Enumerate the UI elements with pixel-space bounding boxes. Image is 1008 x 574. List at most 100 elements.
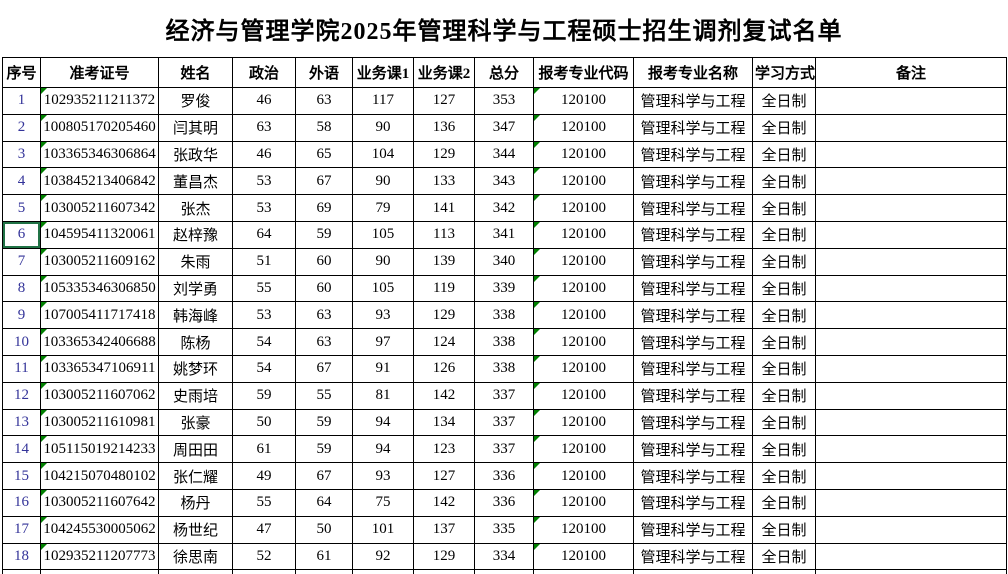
cell-politics[interactable]: 52 — [232, 542, 296, 571]
cell-politics[interactable]: 47 — [232, 515, 296, 544]
cell-study-mode[interactable]: 全日制 — [752, 328, 816, 356]
cell-major-name[interactable]: 管理科学与工程 — [633, 220, 753, 249]
cell-seq[interactable]: 11 — [2, 354, 41, 383]
cell-name[interactable]: 刘学勇 — [158, 274, 233, 303]
cell-total[interactable]: 336 — [474, 488, 534, 517]
cell-study-mode[interactable]: 全日制 — [752, 515, 816, 544]
cell-course2[interactable]: 142 — [413, 488, 475, 517]
cell-major-code[interactable]: 120100 — [533, 542, 634, 571]
cell-total[interactable]: 341 — [474, 220, 534, 249]
cell-course2[interactable]: 129 — [413, 301, 475, 330]
cell-ticket[interactable]: 105335346306850 — [40, 274, 159, 303]
cell-remark[interactable] — [815, 194, 1007, 222]
cell-course1[interactable]: 93 — [352, 301, 414, 330]
cell-seq[interactable]: 6 — [2, 220, 41, 249]
cell-remark[interactable] — [815, 167, 1007, 196]
cell-course1[interactable]: 90 — [352, 113, 414, 142]
cell-course2[interactable]: 134 — [413, 408, 475, 437]
cell-course2[interactable]: 129 — [413, 140, 475, 169]
cell-major-code[interactable]: 120100 — [533, 113, 634, 142]
cell-major-code[interactable]: 120100 — [533, 328, 634, 356]
cell-foreign[interactable]: 50 — [295, 515, 353, 544]
cell-foreign[interactable]: 65 — [295, 140, 353, 169]
cell-politics[interactable]: 53 — [232, 194, 296, 222]
cell-major-name[interactable]: 管理科学与工程 — [633, 87, 753, 115]
cell-study-mode[interactable]: 全日制 — [752, 408, 816, 437]
cell-ticket[interactable]: 100805170205460 — [40, 113, 159, 142]
cell-major-code[interactable]: 120100 — [533, 354, 634, 383]
cell-major-code[interactable]: 120100 — [533, 515, 634, 544]
cell-course1[interactable]: 101 — [352, 515, 414, 544]
cell-study-mode[interactable]: 全日制 — [752, 542, 816, 571]
cell-major-code[interactable]: 120100 — [533, 167, 634, 196]
cell-course1[interactable]: 104 — [352, 140, 414, 169]
cell-total[interactable]: 337 — [474, 381, 534, 410]
cell-major-code[interactable]: 120100 — [533, 194, 634, 222]
cell-major-name[interactable]: 管理科学与工程 — [633, 247, 753, 276]
cell-study-mode[interactable]: 全日制 — [752, 140, 816, 169]
cell-politics[interactable]: 49 — [232, 462, 296, 490]
cell-name[interactable]: 徐思南 — [158, 542, 233, 571]
cell-total[interactable]: 339 — [474, 274, 534, 303]
cell-name[interactable]: 张杰 — [158, 194, 233, 222]
cell-foreign[interactable]: 69 — [295, 194, 353, 222]
cell-study-mode[interactable]: 全日制 — [752, 435, 816, 464]
cell-study-mode[interactable]: 全日制 — [752, 113, 816, 142]
cell-seq[interactable]: 4 — [2, 167, 41, 196]
cell-seq[interactable]: 18 — [2, 542, 41, 571]
cell-study-mode[interactable]: 全日制 — [752, 167, 816, 196]
cell-study-mode[interactable]: 全日制 — [752, 274, 816, 303]
cell-foreign[interactable]: 64 — [295, 488, 353, 517]
cell-major-name[interactable]: 管理科学与工程 — [633, 354, 753, 383]
cell-name[interactable]: 张豪 — [158, 408, 233, 437]
cell-ticket[interactable]: 107005411717418 — [40, 301, 159, 330]
cell-remark[interactable] — [815, 87, 1007, 115]
cell-seq[interactable]: 5 — [2, 194, 41, 222]
cell-study-mode[interactable]: 全日制 — [752, 194, 816, 222]
cell-total[interactable]: 342 — [474, 194, 534, 222]
cell-course2[interactable]: 124 — [413, 328, 475, 356]
cell-course1[interactable]: 94 — [352, 408, 414, 437]
cell-major-name[interactable]: 管理科学与工程 — [633, 381, 753, 410]
cell-politics[interactable]: 55 — [232, 274, 296, 303]
cell-total[interactable]: 343 — [474, 167, 534, 196]
cell-foreign[interactable]: 59 — [295, 408, 353, 437]
cell-course2[interactable]: 127 — [413, 462, 475, 490]
cell-remark[interactable] — [815, 220, 1007, 249]
cell-seq[interactable]: 17 — [2, 515, 41, 544]
cell-major-name[interactable]: 管理科学与工程 — [633, 194, 753, 222]
cell-course1[interactable]: 93 — [352, 462, 414, 490]
cell-remark[interactable] — [815, 542, 1007, 571]
cell-remark[interactable] — [815, 113, 1007, 142]
cell-foreign[interactable]: 59 — [295, 220, 353, 249]
cell-politics[interactable]: 46 — [232, 140, 296, 169]
cell-remark[interactable] — [815, 462, 1007, 490]
cell-study-mode[interactable]: 全日制 — [752, 381, 816, 410]
cell-seq[interactable]: 7 — [2, 247, 41, 276]
cell-remark[interactable] — [815, 515, 1007, 544]
cell-name[interactable]: 姚梦环 — [158, 354, 233, 383]
cell-major-code[interactable]: 120100 — [533, 435, 634, 464]
cell-seq[interactable]: 2 — [2, 113, 41, 142]
cell-total[interactable]: 335 — [474, 515, 534, 544]
cell-seq[interactable]: 1 — [2, 87, 41, 115]
cell-course2[interactable]: 133 — [413, 167, 475, 196]
cell-major-name[interactable]: 管理科学与工程 — [633, 542, 753, 571]
cell-politics[interactable]: 64 — [232, 220, 296, 249]
cell-ticket[interactable]: 103365346306864 — [40, 140, 159, 169]
cell-major-code[interactable]: 120100 — [533, 247, 634, 276]
cell-total[interactable]: 337 — [474, 435, 534, 464]
column-header-name[interactable]: 姓名 — [158, 57, 233, 88]
cell-course2[interactable]: 123 — [413, 435, 475, 464]
cell-politics[interactable]: 61 — [232, 435, 296, 464]
cell-course1[interactable]: 97 — [352, 328, 414, 356]
cell-major-name[interactable]: 管理科学与工程 — [633, 274, 753, 303]
column-header-study-mode[interactable]: 学习方式 — [752, 57, 816, 88]
cell-study-mode[interactable]: 全日制 — [752, 462, 816, 490]
cell-foreign[interactable]: 67 — [295, 354, 353, 383]
cell-remark[interactable] — [815, 408, 1007, 437]
cell-politics[interactable]: 46 — [232, 87, 296, 115]
cell-course1[interactable]: 105 — [352, 220, 414, 249]
cell-politics[interactable]: 54 — [232, 328, 296, 356]
cell-major-name[interactable]: 管理科学与工程 — [633, 301, 753, 330]
